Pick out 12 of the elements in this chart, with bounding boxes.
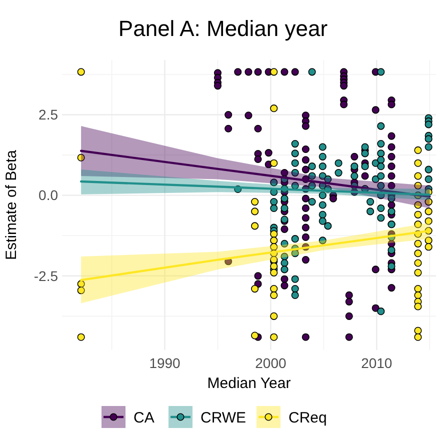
legend-label: CReq <box>288 409 327 426</box>
y-axis-title: Estimate of Beta <box>3 149 20 260</box>
x-tick-label: 2010 <box>361 355 392 371</box>
x-tick-label: 1990 <box>149 355 181 371</box>
y-tick-label: 0.0 <box>38 187 58 204</box>
legend-label: CA <box>134 409 154 426</box>
legend-label: CRWE <box>200 409 246 426</box>
x-axis-title: Median Year <box>207 375 291 392</box>
chart-title: Panel A: Median year <box>118 16 328 41</box>
y-tick-label: 2.5 <box>38 106 58 123</box>
y-tick-label: -2.5 <box>34 268 58 284</box>
x-tick-label: 2000 <box>255 355 286 371</box>
